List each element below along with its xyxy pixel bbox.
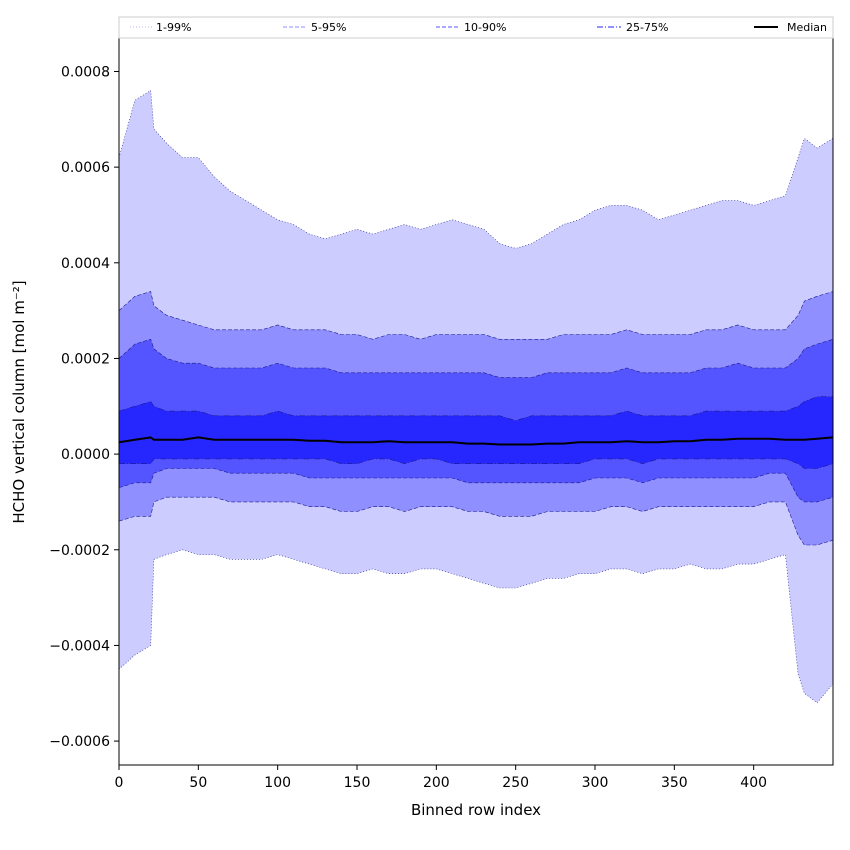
percentile-bands [118, 90, 834, 704]
median-line [118, 436, 834, 446]
legend-label-1-99: 1-99% [156, 21, 191, 34]
y-tick-label: −0.0004 [49, 638, 110, 654]
median-layer [118, 436, 834, 446]
y-tick-label: 0.0008 [61, 64, 110, 80]
x-tick-label: 300 [582, 775, 609, 791]
legend-label-median: Median [787, 21, 827, 34]
y-tick-label: 0.0006 [61, 160, 110, 176]
legend-box [118, 16, 834, 39]
legend-label-25-75: 25-75% [626, 21, 668, 34]
legend: 1-99% 5-95% 10-90% 25-75% Median [118, 16, 834, 39]
band-5-95-upper-line [118, 291, 834, 340]
x-tick-label: 150 [344, 775, 371, 791]
band-5-95-lower-line [118, 496, 834, 546]
band-25-75 [119, 396, 833, 469]
y-tick-label: −0.0002 [49, 543, 110, 559]
y-tick-label: 0.0004 [61, 256, 110, 272]
band-1-99-upper-line [118, 90, 834, 249]
y-axis-ticks: −0.0006 −0.0004 −0.0002 0.0000 0.0002 0.0004 0… [49, 64, 119, 750]
y-tick-label: 0.0000 [61, 447, 110, 463]
legend-label-10-90: 10-90% [464, 21, 506, 34]
y-axis-label: HCHO vertical column [mol m⁻²] [10, 280, 28, 523]
band-25-75-lower-line [119, 458, 834, 469]
x-tick-label: 50 [189, 775, 207, 791]
y-tick-label: 0.0002 [61, 351, 110, 367]
x-tick-label: 0 [115, 775, 124, 791]
x-tick-label: 100 [264, 775, 291, 791]
x-axis-ticks: 0 50 100 150 200 250 300 350 400 [115, 765, 767, 791]
x-axis-label: Binned row index [411, 801, 541, 819]
band-10-90-lower-line [118, 468, 834, 503]
x-tick-label: 250 [502, 775, 529, 791]
x-tick-label: 350 [661, 775, 688, 791]
band-10-90-upper-line [118, 338, 834, 378]
band-25-75-upper-line [118, 396, 833, 421]
legend-label-5-95: 5-95% [311, 21, 346, 34]
x-tick-label: 400 [740, 775, 767, 791]
y-tick-label: −0.0006 [49, 734, 110, 750]
x-tick-label: 200 [423, 775, 450, 791]
